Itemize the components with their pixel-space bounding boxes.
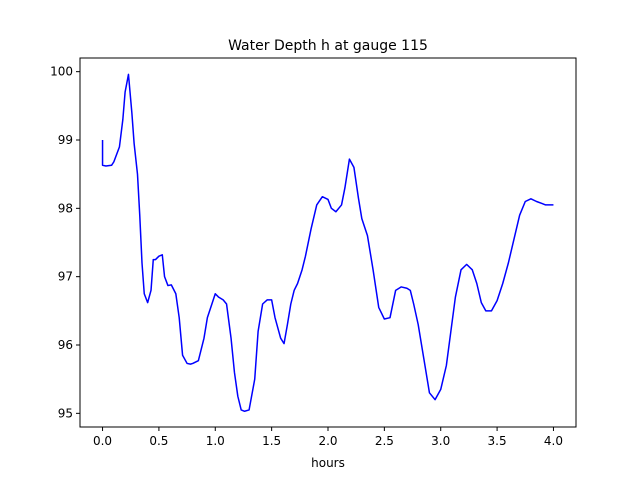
y-tick-label: 98 bbox=[58, 201, 73, 215]
y-tick-label: 100 bbox=[50, 65, 73, 79]
x-tick-label: 2.0 bbox=[318, 434, 337, 448]
y-tick-label: 99 bbox=[58, 133, 73, 147]
y-axis-ticks: 95 96 97 98 99 100 bbox=[50, 65, 80, 420]
y-tick-label: 95 bbox=[58, 406, 73, 420]
series-line bbox=[101, 73, 554, 413]
x-axis-ticks: 0.0 0.5 1.0 1.5 2.0 2.5 3.0 3.5 4.0 bbox=[93, 427, 563, 448]
x-axis-label: hours bbox=[311, 456, 345, 470]
x-tick-label: 1.0 bbox=[206, 434, 225, 448]
plot-area bbox=[101, 73, 554, 413]
x-tick-label: 3.0 bbox=[431, 434, 450, 448]
x-tick-label: 1.5 bbox=[262, 434, 281, 448]
x-tick-label: 4.0 bbox=[544, 434, 563, 448]
x-tick-label: 0.0 bbox=[93, 434, 112, 448]
y-tick-label: 96 bbox=[58, 338, 73, 352]
x-tick-label: 0.5 bbox=[149, 434, 168, 448]
chart-title: Water Depth h at gauge 115 bbox=[228, 38, 428, 54]
y-tick-label: 97 bbox=[58, 270, 73, 284]
axes-frame bbox=[79, 57, 577, 428]
x-tick-label: 2.5 bbox=[375, 434, 394, 448]
x-tick-label: 3.5 bbox=[488, 434, 507, 448]
